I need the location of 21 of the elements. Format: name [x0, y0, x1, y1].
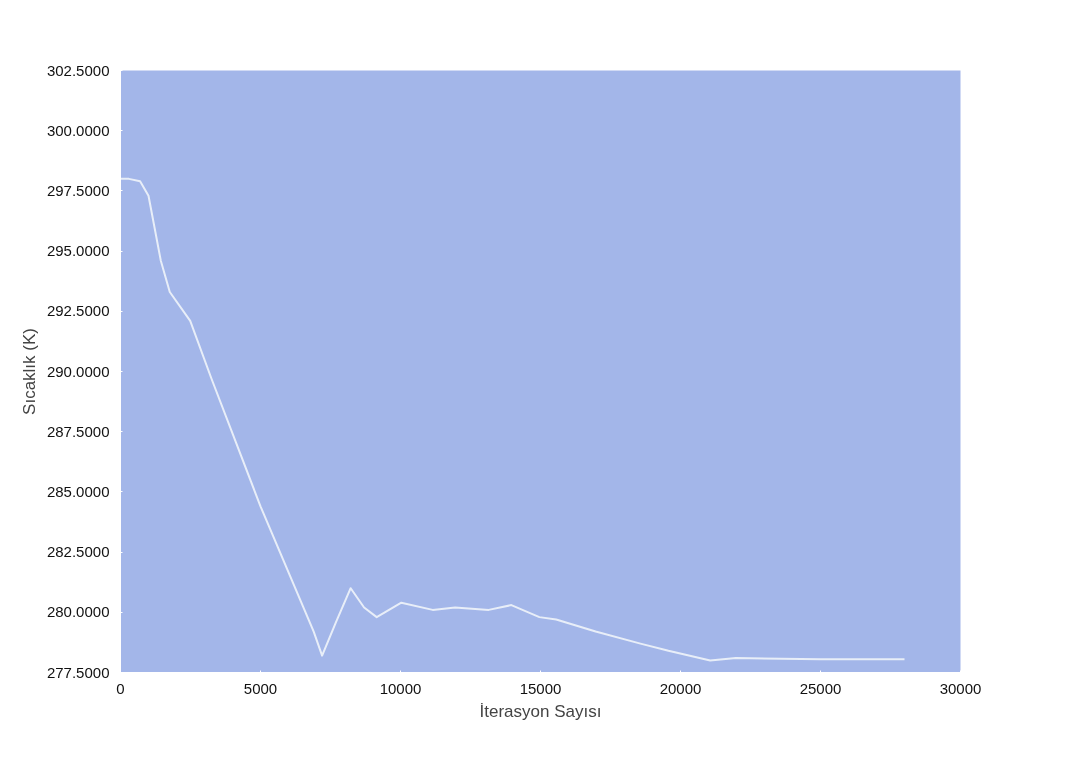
y-tick-label: 302.5000 — [46, 61, 110, 79]
x-tick-label: 10000 — [379, 679, 422, 697]
y-tick-label: 297.5000 — [46, 181, 110, 199]
x-tick-label: 0 — [116, 679, 125, 697]
y-axis-title: Sıcaklık (K) — [19, 328, 39, 415]
y-tick-label: 287.5000 — [46, 422, 110, 440]
x-axis-title: İterasyon Sayısı — [479, 701, 602, 721]
x-tick-label: 30000 — [939, 679, 982, 697]
y-tick-label: 292.5000 — [46, 302, 110, 320]
y-tick-label: 295.0000 — [46, 242, 110, 260]
y-tick-label: 282.5000 — [46, 543, 110, 561]
line-series — [120, 177, 906, 662]
y-tick-label: 285.0000 — [46, 482, 110, 500]
x-tick-label: 25000 — [799, 679, 842, 697]
x-tick-label: 5000 — [243, 679, 278, 697]
y-tick-label: 277.5000 — [46, 663, 110, 681]
y-tick-label: 290.0000 — [46, 362, 110, 380]
x-tick-label: 15000 — [519, 679, 562, 697]
x-tick-label: 20000 — [659, 679, 702, 697]
y-tick-label: 280.0000 — [46, 603, 110, 621]
y-tick-label: 300.0000 — [46, 121, 110, 139]
